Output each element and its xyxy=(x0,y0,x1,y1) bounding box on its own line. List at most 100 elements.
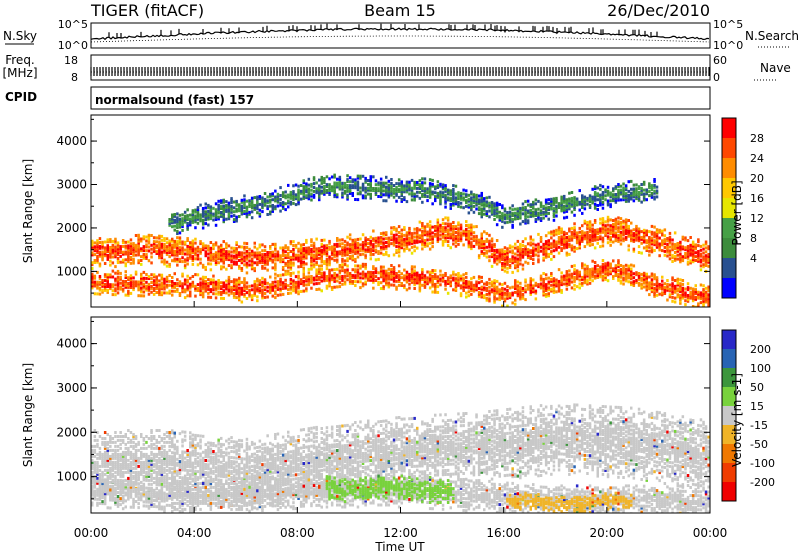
heatmap-cell xyxy=(140,255,143,258)
heatmap-cell xyxy=(156,244,159,247)
heatmap-cell xyxy=(465,292,468,295)
heatmap-cell xyxy=(468,290,471,293)
heatmap-cell xyxy=(705,254,708,257)
heatmap-cell xyxy=(305,262,308,265)
heatmap-cell xyxy=(689,291,692,294)
heatmap-cell xyxy=(602,201,605,204)
heatmap-cell xyxy=(292,190,295,193)
heatmap-cell xyxy=(475,208,478,211)
heatmap-cell xyxy=(251,288,254,291)
heatmap-cell xyxy=(321,249,324,252)
heatmap-cell xyxy=(364,237,367,240)
heatmap-cell xyxy=(130,238,133,241)
heatmap-cell xyxy=(486,250,489,253)
heatmap-cell xyxy=(274,190,277,193)
heatmap-cell xyxy=(702,288,705,291)
heatmap-cell xyxy=(602,259,605,262)
heatmap-cell xyxy=(589,268,592,271)
heatmap-cell xyxy=(168,218,171,221)
heatmap-cell xyxy=(380,266,383,269)
heatmap-cell xyxy=(581,276,584,279)
heatmap-cell xyxy=(653,273,656,276)
heatmap-cell xyxy=(339,250,342,253)
heatmap-cell xyxy=(514,279,517,282)
heatmap-cell xyxy=(251,216,254,219)
heatmap-cell xyxy=(331,176,334,179)
heatmap-cell xyxy=(658,237,661,240)
heatmap-cell xyxy=(212,292,215,295)
heatmap-cell xyxy=(633,228,636,231)
heatmap-cell xyxy=(483,240,486,243)
heatmap-cell xyxy=(679,241,682,244)
heatmap-cell xyxy=(620,243,623,246)
heatmap-cell xyxy=(488,297,491,300)
heatmap-cell xyxy=(148,259,151,262)
heatmap-cell xyxy=(284,273,287,276)
heatmap-cell xyxy=(264,278,267,281)
heatmap-cell xyxy=(137,281,140,284)
heatmap-cell xyxy=(135,244,138,247)
heatmap-cell xyxy=(254,196,257,199)
freq-unit: [MHz] xyxy=(2,66,37,80)
heatmap-cell xyxy=(452,277,455,280)
heatmap-cell xyxy=(380,252,383,255)
heatmap-cell xyxy=(132,280,135,283)
heatmap-cell xyxy=(261,289,264,292)
heatmap-cell xyxy=(220,285,223,288)
heatmap-cell xyxy=(266,251,269,254)
heatmap-cell xyxy=(604,198,607,201)
heatmap-cell xyxy=(697,238,700,241)
heatmap-cell xyxy=(354,274,357,277)
heatmap-cell xyxy=(398,188,401,191)
heatmap-cell xyxy=(261,243,264,246)
heatmap-cell xyxy=(354,268,357,271)
heatmap-cell xyxy=(346,257,349,260)
heatmap-cell xyxy=(112,293,115,296)
heatmap-cell xyxy=(576,269,579,272)
heatmap-cell xyxy=(465,276,468,279)
heatmap-cell xyxy=(153,240,156,243)
heatmap-cell xyxy=(413,181,416,184)
heatmap-cell xyxy=(318,179,321,182)
heatmap-cell xyxy=(297,275,300,278)
heatmap-cell xyxy=(470,196,473,199)
heatmap-cell xyxy=(145,243,148,246)
heatmap-cell xyxy=(522,212,525,215)
heatmap-cell xyxy=(228,250,231,253)
heatmap-cell xyxy=(591,196,594,199)
heatmap-cell xyxy=(687,286,690,289)
heatmap-cell xyxy=(117,276,120,279)
heatmap-cell xyxy=(481,233,484,236)
heatmap-cell xyxy=(426,223,429,226)
heatmap-cell xyxy=(506,247,509,250)
heatmap-cell xyxy=(210,278,213,281)
heatmap-cell xyxy=(292,262,295,265)
heatmap-cell xyxy=(413,287,416,290)
heatmap-cell xyxy=(617,259,620,262)
heatmap-cell xyxy=(473,276,476,279)
heatmap-cell xyxy=(341,182,344,185)
heatmap-cell xyxy=(401,233,404,236)
heatmap-cell xyxy=(385,251,388,254)
heatmap-cell xyxy=(99,263,102,266)
heatmap-cell xyxy=(697,244,700,247)
heatmap-cell xyxy=(602,185,605,188)
heatmap-cell xyxy=(597,236,600,239)
heatmap-cell xyxy=(179,236,182,239)
heatmap-cell xyxy=(695,296,698,299)
heatmap-cell xyxy=(537,233,540,236)
heatmap-cell xyxy=(584,245,587,248)
heatmap-cell xyxy=(225,268,228,271)
heatmap-cell xyxy=(171,238,174,241)
heatmap-cell xyxy=(677,258,680,261)
heatmap-cell xyxy=(429,248,432,251)
heatmap-cell xyxy=(246,200,249,203)
heatmap-cell xyxy=(274,281,277,284)
heatmap-cell xyxy=(284,279,287,282)
heatmap-cell xyxy=(455,193,458,196)
heatmap-cell xyxy=(527,284,530,287)
heatmap-cell xyxy=(261,210,264,213)
heatmap-cell xyxy=(643,189,646,192)
heatmap-cell xyxy=(331,274,334,277)
heatmap-cell xyxy=(217,246,220,249)
